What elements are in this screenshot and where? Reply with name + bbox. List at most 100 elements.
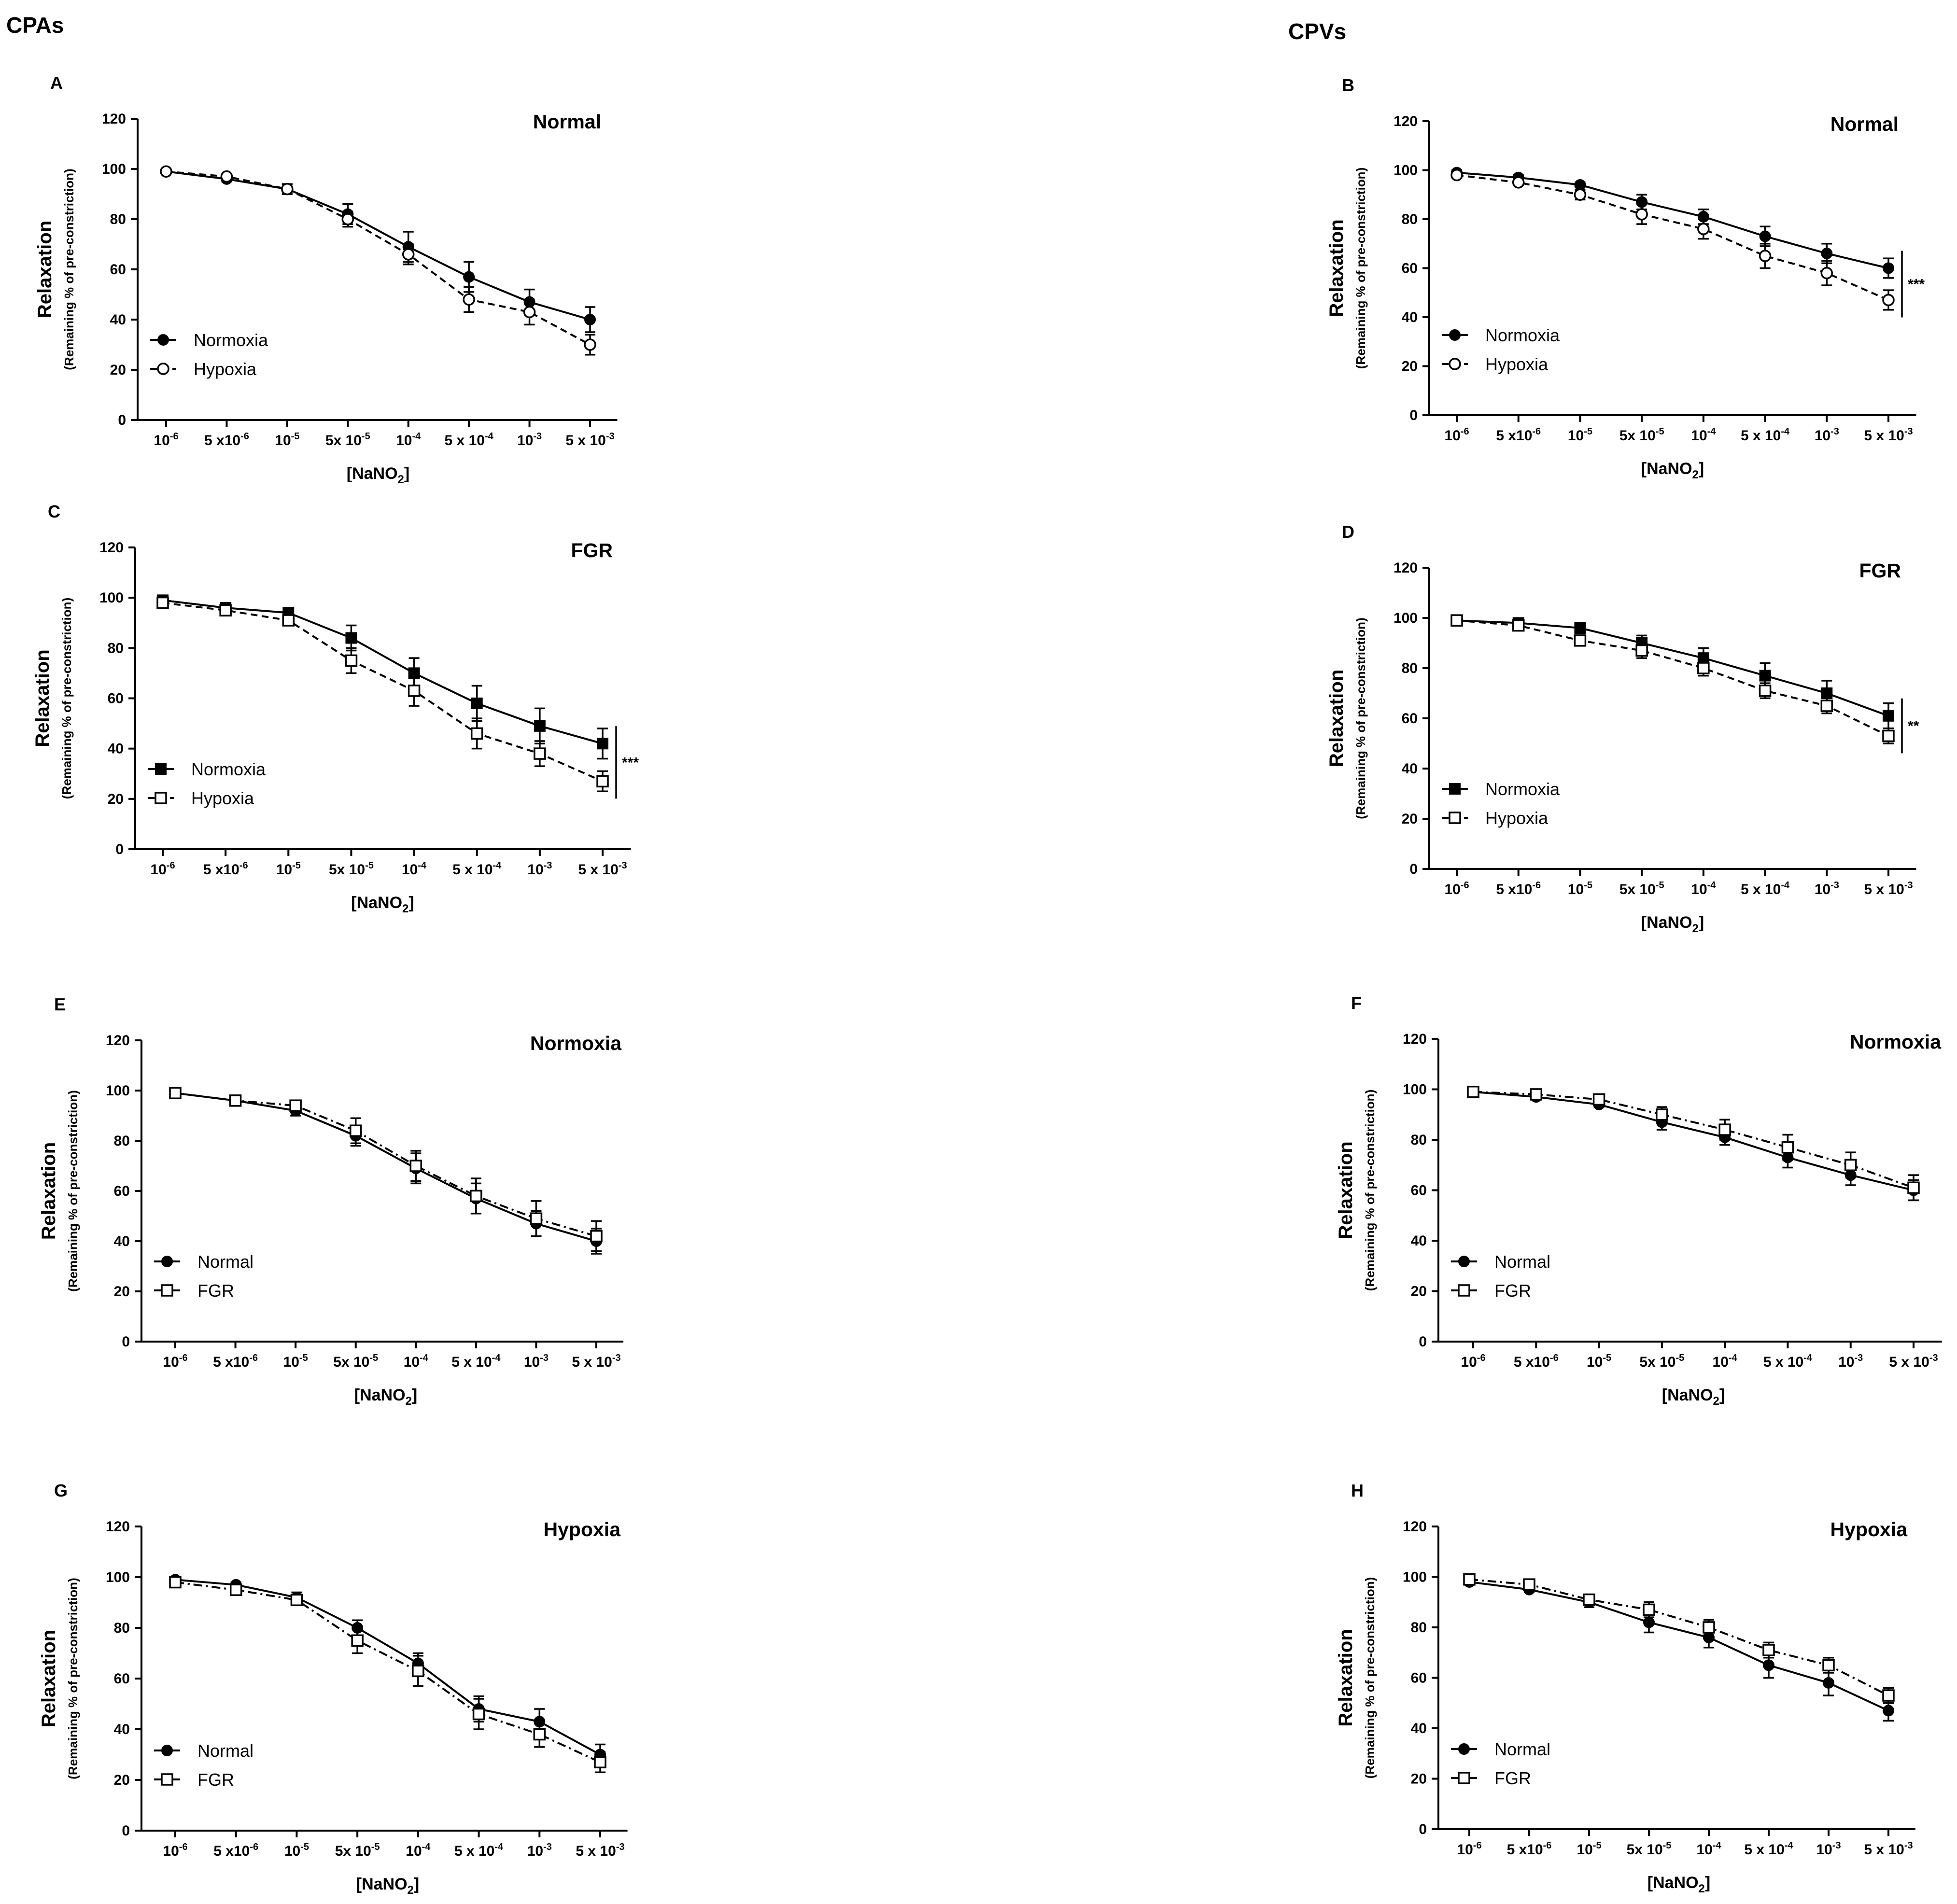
- legend-item-fgr: FGR: [154, 1281, 234, 1301]
- x-tick-exponent: -4: [1707, 426, 1717, 437]
- x-axis-label-subscript: 2: [408, 1884, 414, 1897]
- x-tick-label-6: 10-3: [1815, 880, 1839, 897]
- y-tick-label-20: 20: [1411, 1771, 1427, 1787]
- x-axis-label-end: ]: [1699, 913, 1704, 932]
- legend-marker-normal: [1458, 1256, 1470, 1267]
- x-tick-exponent: -5: [292, 860, 301, 871]
- x-tick-base: 5 x 10: [1889, 1354, 1929, 1370]
- x-tick-exponent: -6: [1461, 880, 1469, 891]
- x-tick-label-3: 5x 10-5: [335, 1842, 380, 1859]
- point-normoxia-6: [1821, 248, 1833, 260]
- y-tick-label-80: 80: [1411, 1132, 1427, 1148]
- point-fgr-0: [1467, 1085, 1479, 1098]
- y-tick-label-120: 120: [1403, 1031, 1427, 1047]
- y-tick-label-80: 80: [1411, 1620, 1427, 1636]
- y-tick-label-20: 20: [108, 791, 124, 807]
- x-axis-label-subscript: 2: [1699, 1882, 1705, 1895]
- y-tick-label-80: 80: [1402, 211, 1418, 227]
- legend-item-normal: Normal: [154, 1252, 253, 1272]
- y-tick-label-20: 20: [114, 1772, 130, 1788]
- series-line-normoxia: [166, 170, 591, 321]
- y-tick-label-0: 0: [1409, 407, 1418, 423]
- point-hypoxia-0: [160, 165, 172, 178]
- x-tick-exponent: -5: [1656, 880, 1664, 891]
- x-tick-base: 10: [396, 433, 412, 448]
- x-tick-exponent: -3: [1904, 1840, 1913, 1851]
- y-axis-sublabel: (Remaining % of pre-constriction): [62, 168, 76, 370]
- x-tick-base: 5 x 10: [1864, 428, 1904, 444]
- x-tick-label-5: 5 x 10-4: [1763, 1353, 1813, 1370]
- x-tick-label-4: 10-4: [1696, 1840, 1721, 1858]
- point-normal-4: [1703, 1631, 1715, 1643]
- legend-label-normal: Normal: [1494, 1739, 1550, 1759]
- point-fgr-0: [169, 1087, 182, 1099]
- x-axis-label: [NaNO2]: [1641, 913, 1704, 935]
- x-tick-base: 5 x 10: [451, 1354, 492, 1370]
- x-tick-label-4: 10-4: [1691, 880, 1716, 897]
- point-hypoxia-5: [463, 293, 475, 306]
- y-tick-label-0: 0: [115, 841, 124, 857]
- x-tick-base: 5x 10: [1627, 1842, 1663, 1858]
- x-tick-base: 10: [527, 862, 543, 878]
- point-hypoxia-4: [1697, 662, 1710, 674]
- point-fgr-0: [169, 1576, 182, 1589]
- point-hypoxia-6: [523, 306, 536, 319]
- x-tick-label-2: 10-5: [284, 1842, 309, 1859]
- point-normal-6: [534, 1716, 546, 1728]
- y-tick-label-100: 100: [1394, 163, 1418, 179]
- x-tick-label-1: 5 x10-6: [1496, 426, 1541, 444]
- x-axis-label-subscript: 2: [1713, 1395, 1719, 1408]
- point-fgr-6: [530, 1212, 543, 1225]
- x-tick-label-4: 10-4: [404, 1353, 429, 1370]
- x-tick-label-1: 5 x10-6: [1496, 880, 1541, 897]
- point-normal-5: [1782, 1151, 1794, 1163]
- legend-marker-normal: [161, 1256, 173, 1267]
- x-tick-exponent: -3: [1830, 426, 1839, 437]
- x-tick-exponent: -5: [1603, 1353, 1611, 1363]
- x-tick-base: 10: [1568, 428, 1584, 444]
- y-tick-label-20: 20: [1402, 811, 1418, 827]
- legend-item-normoxia: Normoxia: [1442, 325, 1560, 345]
- x-tick-base: 10: [1815, 428, 1830, 444]
- y-tick-label-40: 40: [1402, 309, 1418, 325]
- series-line-normal: [1469, 1581, 1889, 1712]
- x-tick-exponent: -4: [485, 431, 494, 442]
- point-hypoxia-1: [219, 604, 232, 616]
- point-hypoxia-0: [1450, 168, 1463, 182]
- point-normoxia-4: [1697, 652, 1709, 664]
- significance-marker: **: [1908, 718, 1919, 734]
- panel-letter-f: F: [1351, 993, 1362, 1013]
- y-tick-label-60: 60: [114, 1183, 130, 1199]
- legend-label-hypoxia: Hypoxia: [1485, 808, 1549, 828]
- x-tick-label-2: 10-5: [283, 1353, 308, 1370]
- point-fgr-7: [594, 1756, 606, 1768]
- y-axis-sublabel: (Remaining % of pre-constriction): [59, 598, 74, 799]
- point-hypoxia-7: [1882, 729, 1895, 742]
- x-tick-exponent: -5: [1593, 1840, 1602, 1851]
- y-axis-label: Relaxation: [38, 1142, 59, 1240]
- x-tick-exponent: -4: [412, 431, 422, 442]
- y-tick-label-120: 120: [106, 1033, 130, 1049]
- point-normoxia-3: [345, 632, 357, 644]
- point-hypoxia-1: [1512, 619, 1525, 632]
- x-tick-exponent: -4: [1781, 426, 1790, 437]
- legend-item-hypoxia: Hypoxia: [1442, 354, 1549, 374]
- x-tick-exponent: -4: [492, 1353, 501, 1363]
- y-tick-label-100: 100: [99, 590, 124, 606]
- x-tick-exponent: -3: [544, 860, 552, 871]
- panel-letter-d: D: [1342, 522, 1354, 542]
- x-tick-exponent: -5: [1675, 1353, 1684, 1363]
- y-tick-label-20: 20: [114, 1284, 130, 1300]
- x-tick-label-7: 5 x 10-3: [572, 1353, 620, 1370]
- y-axis-label: Relaxation: [34, 221, 56, 318]
- series-line-normal: [175, 1579, 601, 1756]
- legend-item-fgr: FGR: [1451, 1281, 1531, 1301]
- x-tick-label-6: 10-3: [527, 1842, 552, 1859]
- panel-title-f: Normoxia: [1850, 1031, 1942, 1053]
- legend-marker-fgr: [1458, 1284, 1470, 1297]
- x-tick-label-2: 10-5: [1587, 1353, 1611, 1370]
- x-tick-label-0: 10-6: [163, 1842, 187, 1859]
- point-fgr-1: [1530, 1088, 1543, 1101]
